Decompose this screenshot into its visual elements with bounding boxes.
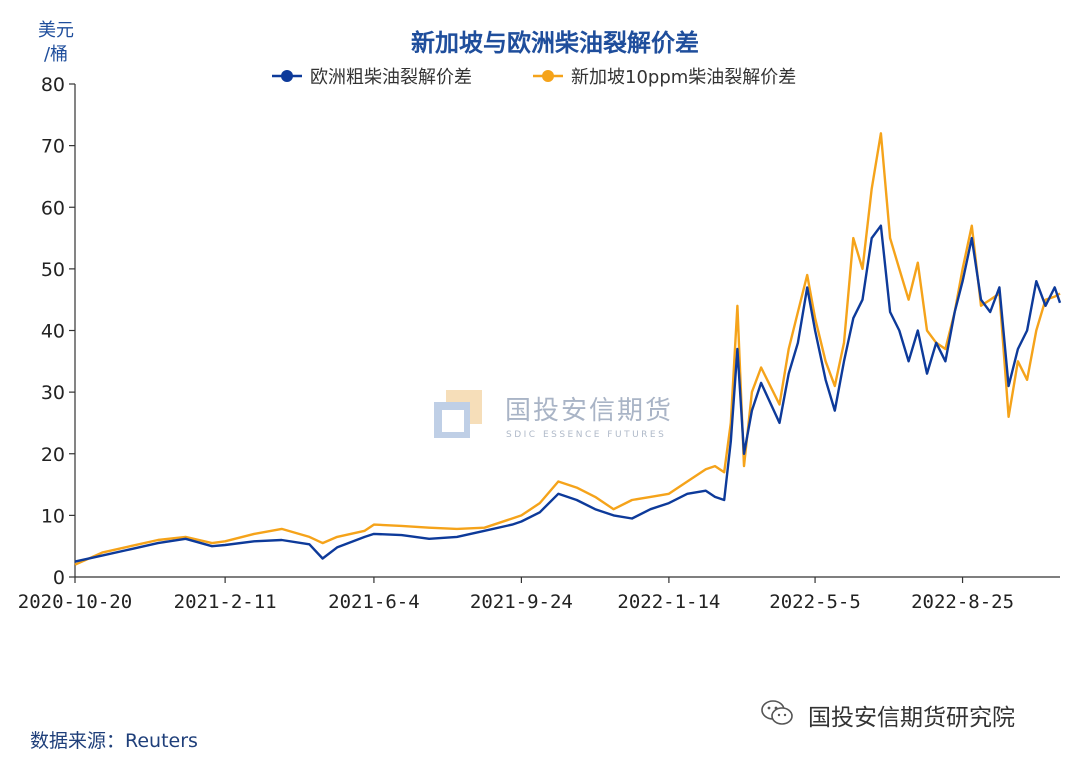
x-ticks: 2020-10-20 2021-2-11 2021-6-4 2021-9-24 2022…	[18, 577, 1014, 613]
legend-swatch-singapore-marker	[542, 70, 554, 82]
y-tick-label: 80	[41, 74, 65, 96]
y-ticks: 0 10 20 30 40 50 60 70 80	[41, 74, 75, 589]
x-tick-label: 2022-5-5	[769, 591, 861, 613]
center-watermark-en: SDIC ESSENCE FUTURES	[506, 430, 667, 440]
source-note: 数据来源：Reuters	[30, 730, 198, 752]
legend-swatch-europe-marker	[281, 70, 293, 82]
brand-watermark: 国投安信期货研究院	[808, 705, 1015, 731]
legend-item-singapore: 新加坡10ppm柴油裂解价差	[533, 67, 796, 88]
series-line-europe	[74, 224, 1062, 563]
x-tick-label: 2021-9-24	[470, 591, 573, 613]
x-tick-label: 2021-6-4	[328, 591, 420, 613]
y-tick-label: 0	[53, 567, 65, 589]
series-line-singapore	[74, 132, 1061, 566]
legend-label-europe: 欧洲粗柴油裂解价差	[310, 67, 472, 88]
y-tick-label: 10	[41, 505, 65, 527]
legend-label-singapore: 新加坡10ppm柴油裂解价差	[571, 67, 796, 88]
legend-item-europe: 欧洲粗柴油裂解价差	[272, 67, 472, 88]
center-logo-icon	[434, 390, 482, 438]
chart-canvas: 新加坡与欧洲柴油裂解价差 美元 /桶 欧洲粗柴油裂解价差 新加坡10ppm柴油裂…	[18, 20, 1062, 613]
x-tick-label: 2021-2-11	[174, 591, 277, 613]
x-tick-label: 2022-1-14	[617, 591, 720, 613]
x-tick-label: 2022-8-25	[911, 591, 1014, 613]
legend: 欧洲粗柴油裂解价差 新加坡10ppm柴油裂解价差	[272, 67, 796, 88]
center-watermark-cn: 国投安信期货	[505, 396, 674, 426]
y-unit-line2: /桶	[44, 44, 68, 65]
y-tick-label: 20	[41, 444, 65, 466]
y-unit-line1: 美元	[38, 20, 74, 41]
plot-area	[74, 132, 1062, 566]
x-tick-label: 2020-10-20	[18, 591, 132, 613]
wechat-icon	[761, 700, 793, 725]
axes	[74, 84, 1060, 578]
chart-title: 新加坡与欧洲柴油裂解价差	[411, 29, 699, 57]
y-tick-label: 30	[41, 382, 65, 404]
y-tick-label: 40	[41, 321, 65, 343]
y-tick-label: 60	[41, 197, 65, 219]
y-tick-label: 50	[41, 259, 65, 281]
y-tick-label: 70	[41, 136, 65, 158]
